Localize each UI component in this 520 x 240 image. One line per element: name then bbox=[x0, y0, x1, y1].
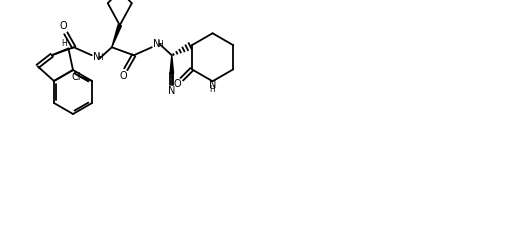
Text: H: H bbox=[157, 40, 163, 49]
Text: O: O bbox=[60, 21, 68, 31]
Text: N: N bbox=[93, 52, 100, 62]
Polygon shape bbox=[170, 55, 174, 73]
Text: H: H bbox=[61, 39, 67, 48]
Polygon shape bbox=[112, 25, 122, 47]
Text: N: N bbox=[153, 39, 160, 49]
Text: N: N bbox=[209, 80, 216, 90]
Text: O: O bbox=[174, 79, 181, 89]
Text: Cl: Cl bbox=[71, 72, 81, 82]
Text: N: N bbox=[168, 86, 175, 96]
Text: O: O bbox=[120, 71, 127, 81]
Text: H: H bbox=[97, 53, 102, 62]
Text: H: H bbox=[210, 85, 215, 94]
